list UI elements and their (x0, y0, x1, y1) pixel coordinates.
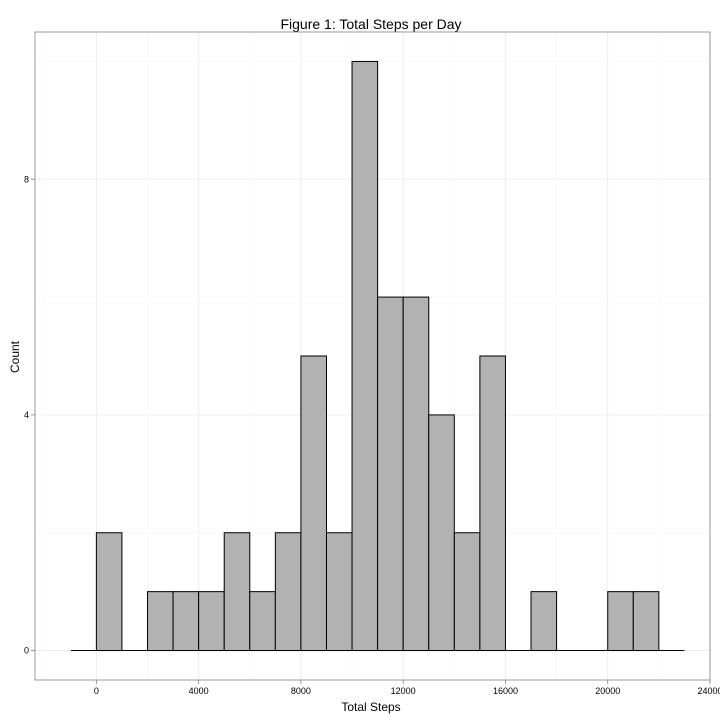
histogram-bar (377, 296, 404, 652)
histogram-bar (351, 60, 379, 652)
histogram-bar (274, 532, 302, 652)
histogram-bar (479, 355, 506, 652)
histogram-bar (453, 532, 481, 652)
x-axis-title: Total Steps (341, 700, 400, 714)
x-tick-label: 12000 (391, 686, 416, 696)
histogram-bar (300, 355, 327, 652)
histogram-bar (249, 591, 276, 652)
bars-layer (95, 60, 660, 652)
histogram-bar (530, 591, 558, 652)
x-tick-label: 20000 (595, 686, 620, 696)
histogram-bar (172, 591, 200, 652)
histogram-bar (95, 532, 123, 652)
panel-border (34, 31, 711, 681)
histogram-bar (223, 532, 251, 652)
x-tick-label: 8000 (291, 686, 311, 696)
histogram-bar (632, 591, 660, 652)
histogram-bar (402, 296, 430, 652)
x-tick-label: 16000 (493, 686, 518, 696)
chart-title: Figure 1: Total Steps per Day (280, 16, 461, 32)
y-tick-label: 8 (24, 174, 29, 184)
histogram-bar (325, 532, 353, 652)
histogram-bar (147, 591, 174, 652)
y-tick-label: 0 (24, 646, 29, 656)
histogram-bar (607, 591, 634, 652)
y-axis: 0 4 8 (24, 174, 35, 656)
y-axis-title: Count (8, 340, 22, 373)
histogram-bar (198, 591, 225, 652)
x-tick-label: 4000 (189, 686, 209, 696)
histogram-bar (428, 414, 455, 652)
x-tick-label: 0 (94, 686, 99, 696)
y-tick-label: 4 (24, 410, 29, 420)
